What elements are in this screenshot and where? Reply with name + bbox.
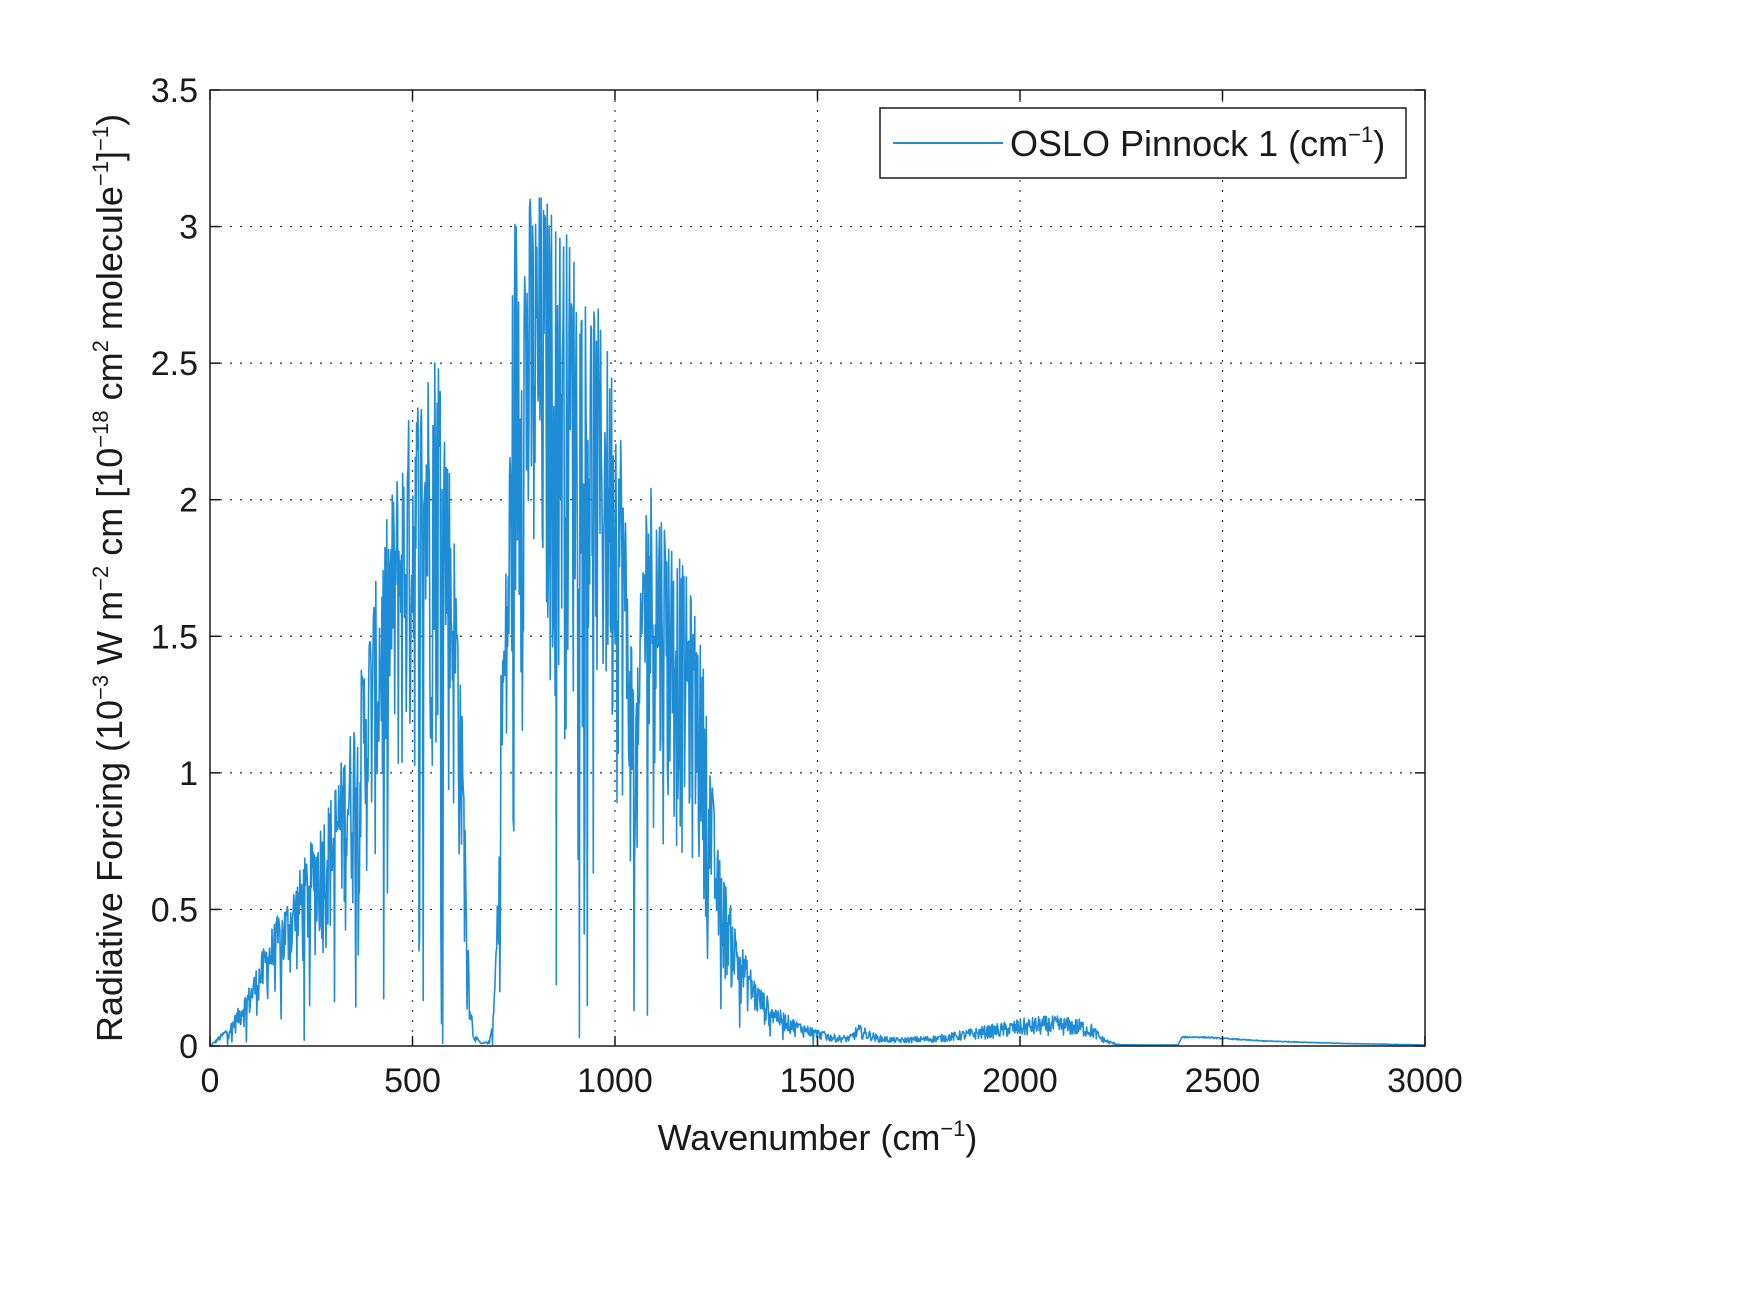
x-tick-label: 3000: [1387, 1062, 1463, 1100]
ticks: [209, 89, 1426, 1047]
x-tick-label: 1500: [780, 1062, 856, 1100]
y-axis-label-part: −2: [88, 566, 113, 591]
y-axis-label-part: −3: [88, 675, 113, 700]
y-tick-label: 3: [179, 209, 198, 247]
x-tick-label: 2500: [1185, 1062, 1261, 1100]
y-tick-label: 1.5: [151, 618, 198, 656]
y-axis-label-part: molecule: [89, 186, 130, 340]
legend: OSLO Pinnock 1 (cm−1): [879, 107, 1407, 179]
y-axis-label-part: ): [89, 114, 130, 126]
y-axis-label: Radiative Forcing (10−3 W m−2 cm [10−18 …: [88, 114, 130, 1042]
y-tick-label: 0.5: [151, 891, 198, 929]
y-tick-label: 2: [179, 482, 198, 520]
y-axis-label-part: −1: [88, 126, 113, 151]
legend-entry-label: OSLO Pinnock 1 (cm−1): [1010, 122, 1385, 164]
y-tick-label: 1: [179, 755, 198, 793]
x-axis-label: Wavenumber (cm−1): [658, 1116, 978, 1158]
y-tick-label: 2.5: [151, 345, 198, 383]
y-tick-label: 3.5: [151, 72, 198, 110]
y-axis-label-part: W m: [89, 591, 130, 675]
y-axis-label-part: cm [10: [89, 448, 130, 566]
x-tick-label: 1000: [577, 1062, 653, 1100]
y-axis-label-part: cm: [89, 352, 130, 410]
tick-labels: 0 500 1000 1500 2000 2500 3000 0 0.5 1 1.5 2 2.5 3 3.5: [151, 72, 1463, 1100]
y-axis-label-part: −18: [88, 410, 113, 447]
y-axis-label-part: ]: [89, 151, 130, 161]
y-axis-label-part: −1: [88, 161, 113, 186]
x-tick-label: 2000: [982, 1062, 1058, 1100]
y-axis-label-part: 2: [88, 340, 113, 352]
y-tick-label: 0: [179, 1028, 198, 1066]
y-axis-label-part: Radiative Forcing (10: [89, 700, 130, 1042]
x-tick-label: 500: [384, 1062, 441, 1100]
x-tick-label: 0: [201, 1062, 220, 1100]
